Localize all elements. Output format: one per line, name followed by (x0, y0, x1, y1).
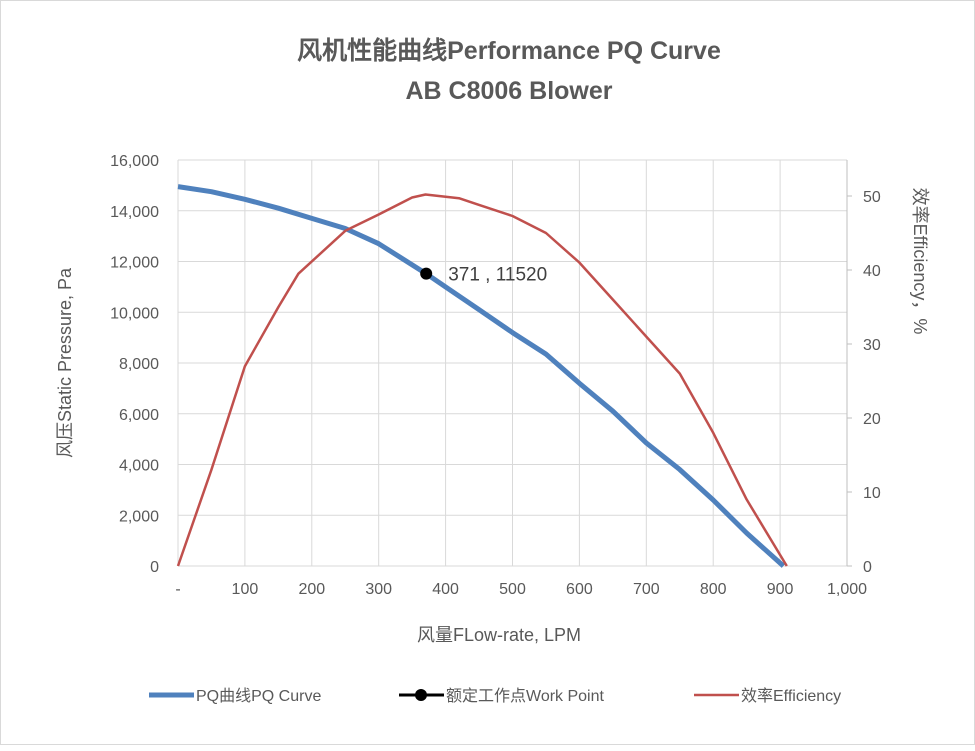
x-tick-label: 1,000 (827, 581, 867, 598)
x-tick-label: 600 (566, 581, 593, 598)
y2-tick-label: 50 (863, 189, 881, 206)
x-tick-label: 100 (232, 581, 259, 598)
y-tick-label: 2,000 (119, 508, 159, 525)
x-tick-label: 500 (499, 581, 526, 598)
y2-tick-label: 10 (863, 485, 881, 502)
legend-marker (415, 689, 427, 701)
y2-tick-label: 40 (863, 263, 881, 280)
y-tick-label: 14,000 (110, 204, 159, 221)
y-tick-label: 0 (150, 559, 159, 576)
chart-subtitle: AB C8006 Blower (405, 77, 612, 105)
y-tick-label: 6,000 (119, 407, 159, 424)
legend: PQ曲线PQ Curve 额定工作点Work Point 效率Efficiency (149, 687, 841, 705)
x-tick-label: 700 (633, 581, 660, 598)
efficiency-line (176, 193, 788, 567)
legend-label: 效率Efficiency (741, 687, 841, 705)
work-point-marker (420, 267, 433, 280)
x-tick-label: 400 (432, 581, 459, 598)
y-tick-label: 12,000 (110, 255, 159, 272)
y-axis-label: 风压Static Pressure, Pa (55, 267, 75, 458)
x-tick-label: 300 (365, 581, 392, 598)
y2-tick-label: 20 (863, 411, 881, 428)
x-axis-label: 风量FLow-rate, LPM (417, 625, 581, 645)
y-tick-label: 10,000 (110, 305, 159, 322)
y-tick-label: 8,000 (119, 356, 159, 373)
y-tick-label: 4,000 (119, 458, 159, 475)
legend-label: 额定工作点Work Point (446, 687, 605, 705)
y2-tick-label: 0 (863, 559, 872, 576)
y-tick-label: 16,000 (110, 153, 159, 170)
legend-label: PQ曲线PQ Curve (196, 687, 321, 705)
chart-title: 风机性能曲线Performance PQ Curve (297, 36, 721, 65)
x-tick-label: 800 (700, 581, 727, 598)
y2-tick-label: 30 (863, 337, 881, 354)
x-tick-label: 200 (298, 581, 325, 598)
work-point-label: 371 , 11520 (448, 265, 547, 286)
pq-curve-line (177, 184, 786, 568)
x-tick-label: - (175, 581, 180, 598)
y2-axis-label: 效率Efficiency，% (910, 188, 930, 335)
x-tick-label: 900 (767, 581, 794, 598)
